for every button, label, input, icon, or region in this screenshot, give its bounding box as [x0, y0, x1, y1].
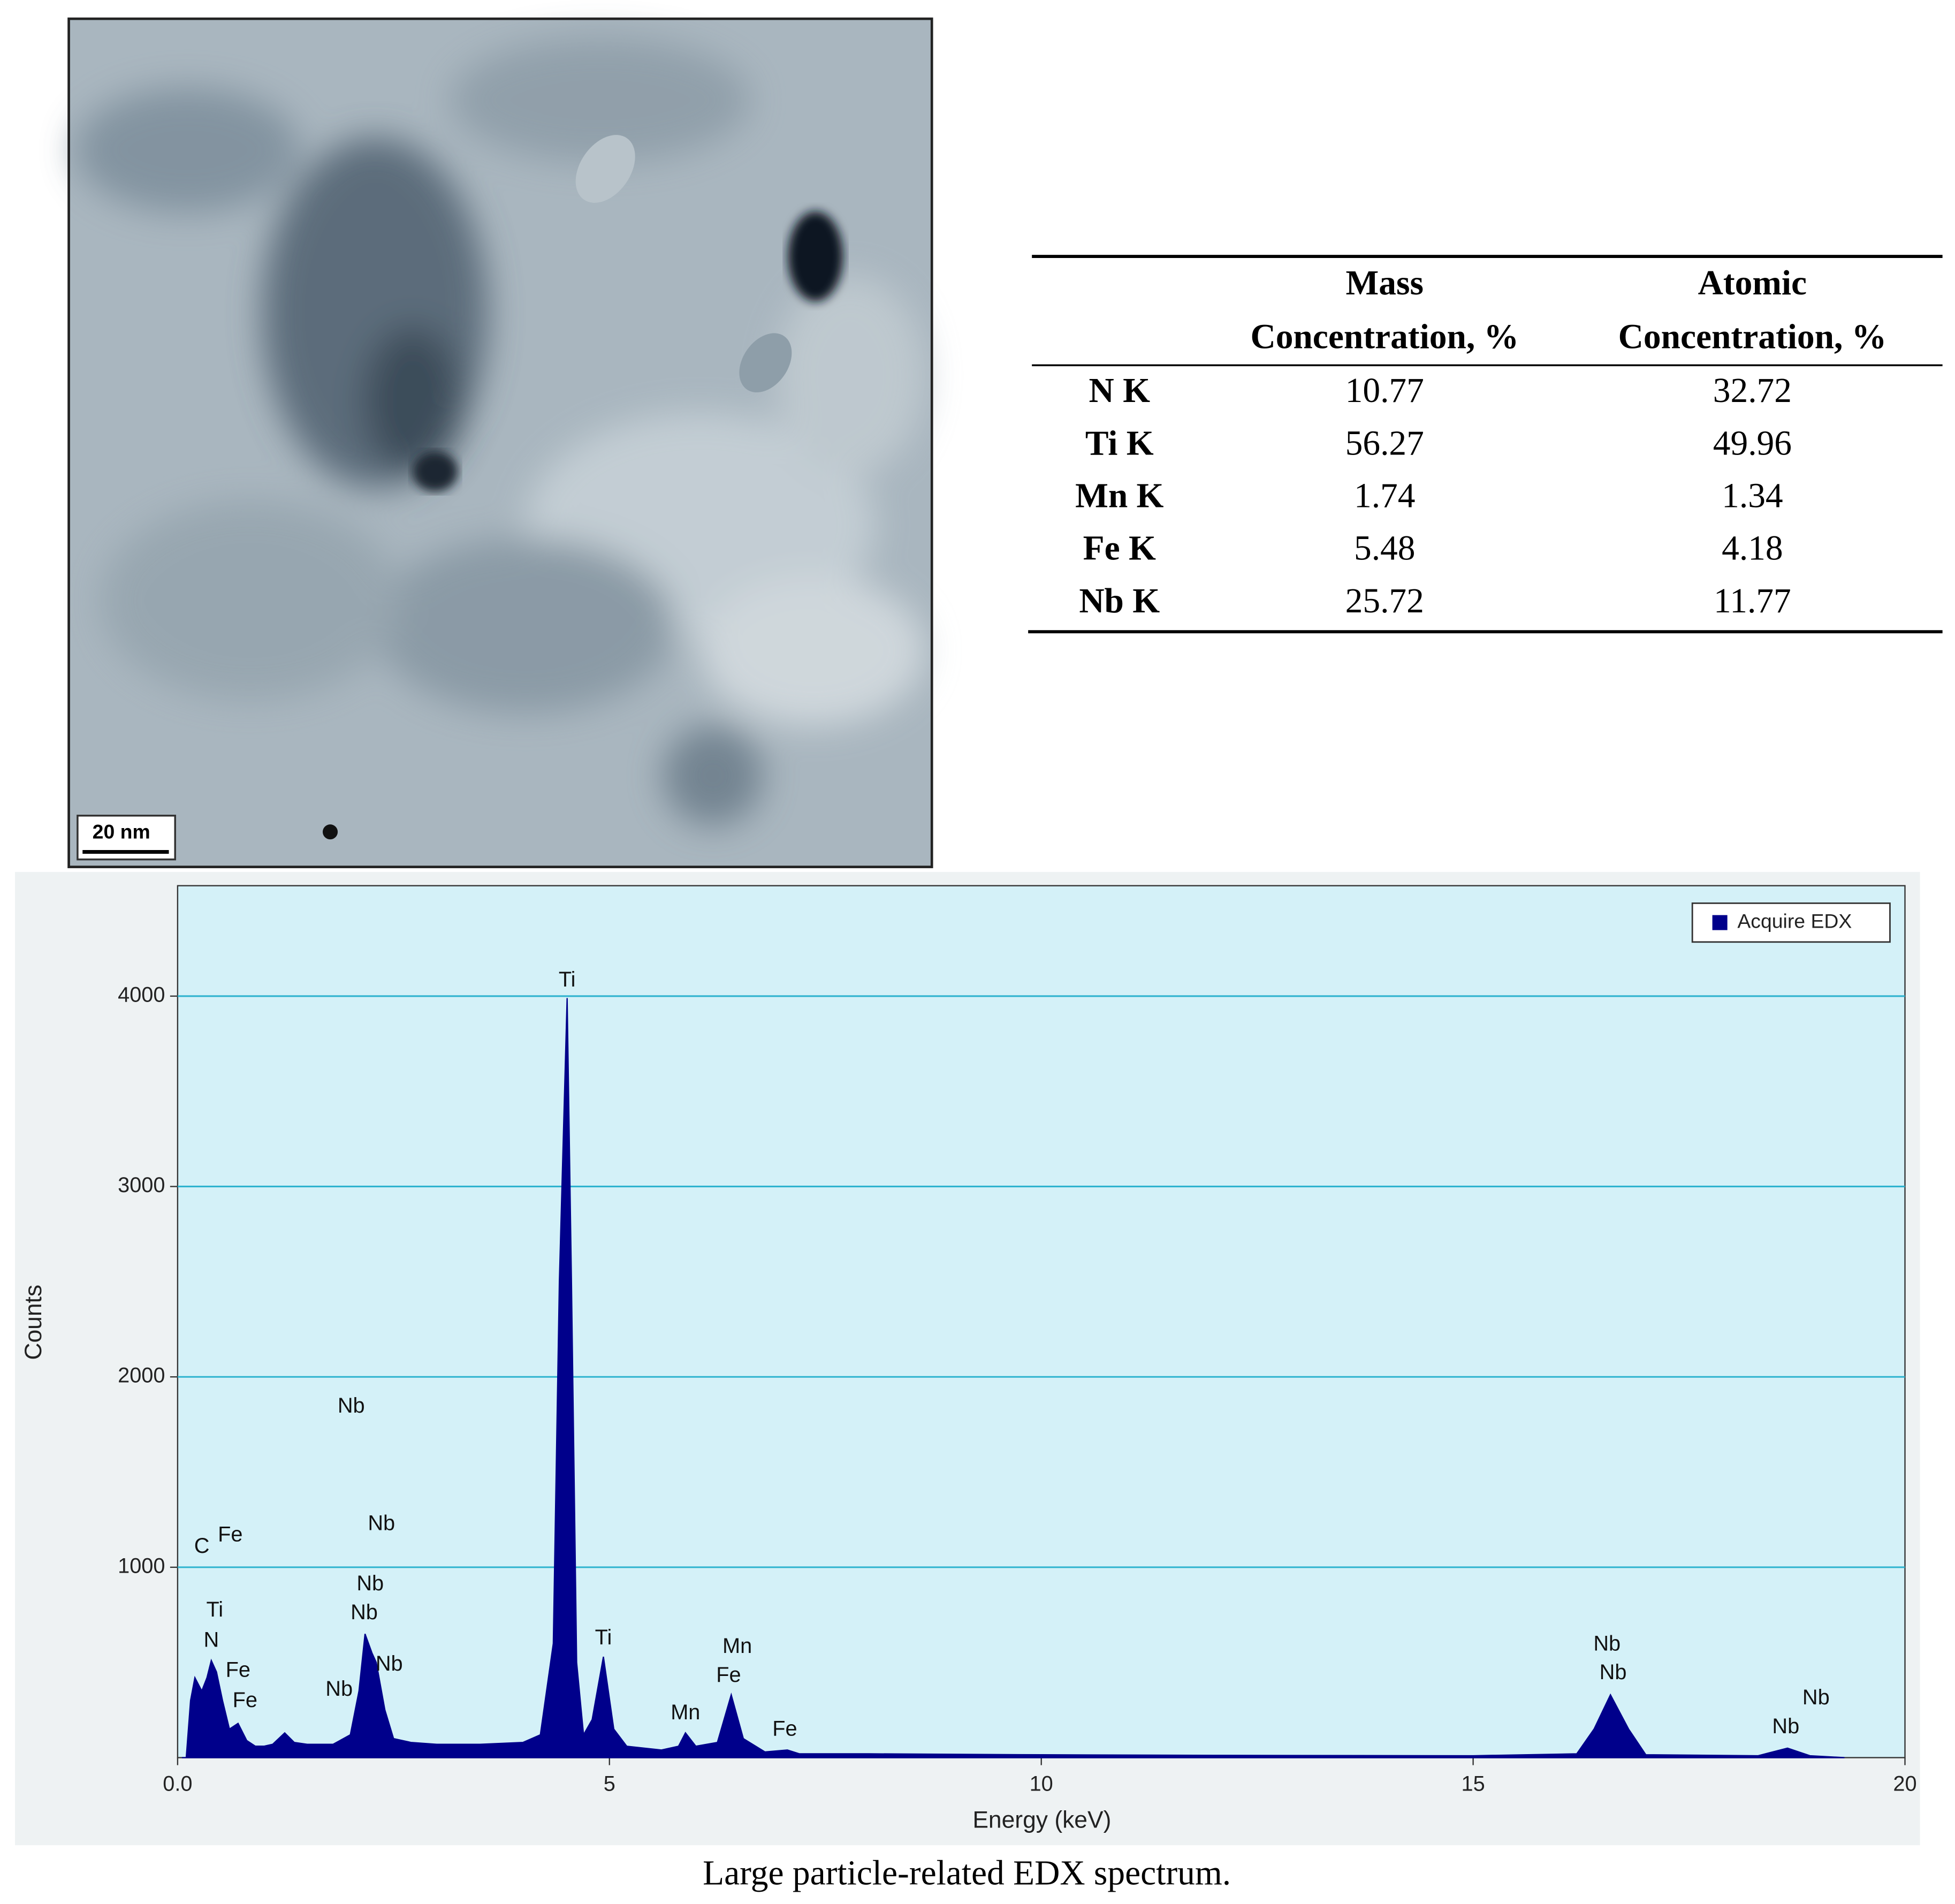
table-cell: 10.77: [1345, 371, 1424, 410]
peak-label: Nb: [376, 1652, 403, 1675]
column-header: Concentration, %: [1250, 318, 1519, 356]
table-cell: 1.74: [1354, 477, 1416, 515]
table: Mass Concentration, % Atomic Concentration,…: [1028, 255, 1943, 634]
legend-label: Acquire EDX: [1737, 909, 1852, 932]
table-cell: 4.18: [1722, 529, 1783, 568]
peak-label: Nb: [1802, 1686, 1830, 1709]
edx-chart: Energy (keV) Counts 1000 2000 3000 4000 0.0 5…: [15, 871, 1920, 1846]
peak-label: Ti: [595, 1626, 612, 1649]
x-axis-title: Energy (keV): [972, 1807, 1111, 1833]
caption: Large particle-related EDX spectrum.: [703, 1854, 1231, 1893]
x-tick-label: 5: [604, 1772, 615, 1795]
x-tick-label: 20: [1893, 1772, 1916, 1795]
x-tick-label: 0.0: [163, 1772, 192, 1795]
table-cell: 56.27: [1345, 424, 1424, 462]
table-cell: 5.48: [1354, 529, 1416, 568]
x-tick-label: 10: [1030, 1772, 1053, 1795]
spectrum-area: [181, 998, 1845, 1758]
peak-label: C: [194, 1534, 210, 1558]
table-cell: 11.77: [1714, 582, 1791, 620]
peak-label: Ti: [559, 968, 576, 991]
row-label: Fe K: [1083, 529, 1156, 568]
peak-label: Nb: [1593, 1632, 1621, 1656]
peak-label: Nb: [368, 1512, 395, 1535]
plot-area: [177, 885, 1906, 1758]
column-header: Atomic: [1698, 264, 1807, 302]
scale-bar-label: 20 nm: [93, 820, 150, 843]
y-tick-label: 3000: [118, 1173, 165, 1197]
y-tick-label: 4000: [118, 983, 165, 1006]
peak-label: N: [203, 1628, 219, 1651]
peak-label: Fe: [233, 1688, 257, 1712]
row-label: Mn K: [1075, 477, 1163, 515]
peak-label: Fe: [716, 1663, 741, 1687]
row-label: Nb K: [1079, 582, 1160, 620]
y-tick-label: 1000: [118, 1554, 165, 1577]
peak-label: Fe: [226, 1658, 250, 1682]
y-tick-label: 2000: [118, 1364, 165, 1387]
row-label: Ti K: [1085, 424, 1154, 462]
peak-label: Mn: [722, 1634, 752, 1658]
peak-label: Ti: [206, 1598, 223, 1621]
x-tick-label: 15: [1462, 1772, 1485, 1795]
column-header: Mass: [1346, 264, 1424, 302]
peak-label: Fe: [772, 1717, 797, 1740]
table-cell: 32.72: [1713, 371, 1792, 410]
peak-label: Nb: [338, 1394, 365, 1417]
peak-label: Nb: [1772, 1715, 1799, 1738]
table-cell: 25.72: [1345, 582, 1424, 620]
table-cell: 1.34: [1722, 477, 1783, 515]
column-header: Concentration, %: [1618, 318, 1887, 356]
peak-label: Mn: [671, 1701, 700, 1724]
table-cell: 49.96: [1713, 424, 1792, 462]
peak-label: Nb: [356, 1572, 384, 1595]
peak-label: Nb: [1600, 1660, 1627, 1684]
legend-swatch: [1712, 915, 1728, 930]
peak-label: Fe: [218, 1523, 242, 1546]
y-axis-title: Counts: [20, 1285, 47, 1360]
row-label: N K: [1089, 371, 1151, 410]
micrograph: 20 nm: [67, 17, 933, 868]
peak-label: Nb: [351, 1600, 378, 1624]
peak-label: Nb: [325, 1677, 353, 1701]
